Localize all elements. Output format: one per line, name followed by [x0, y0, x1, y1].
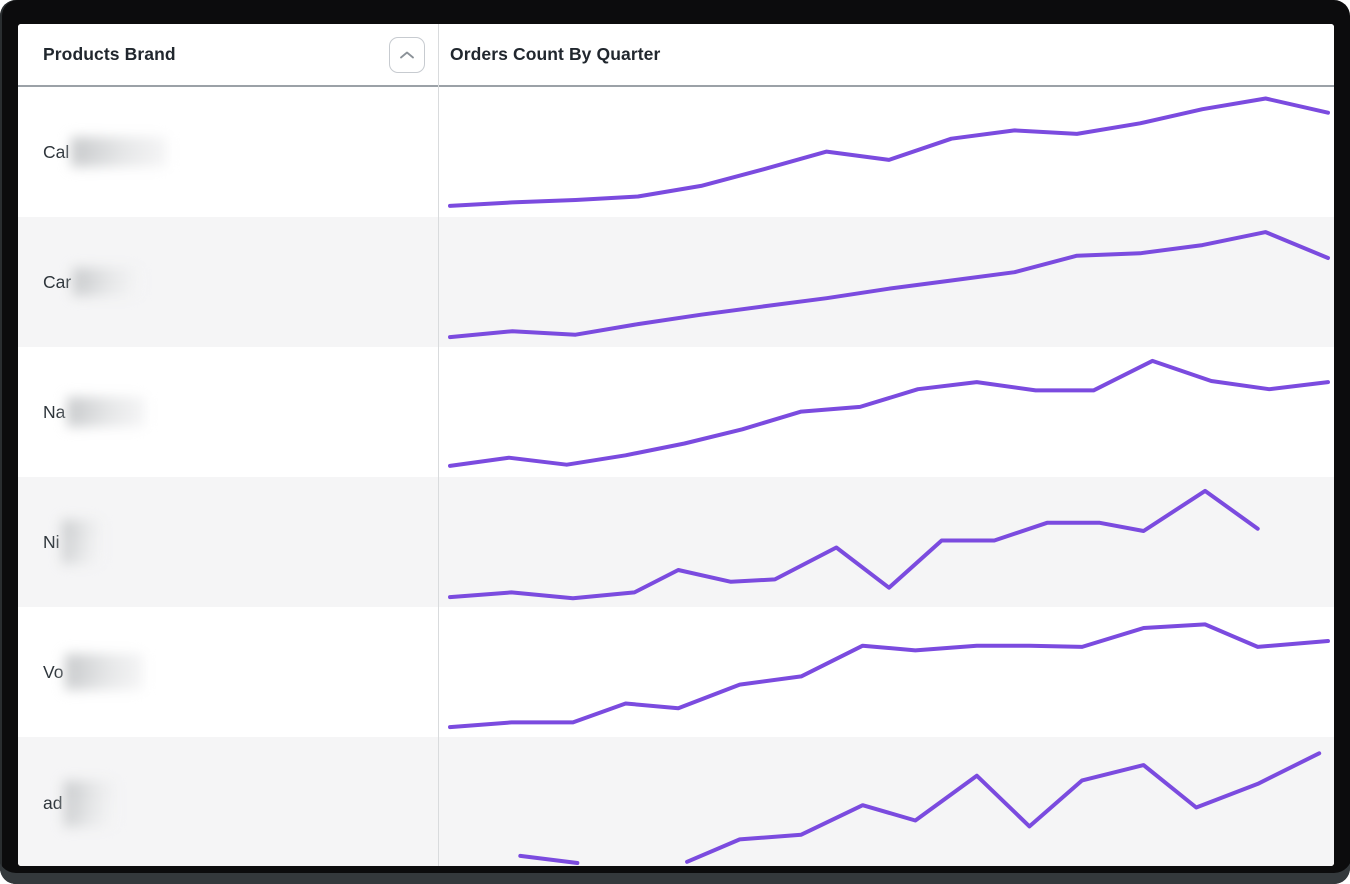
brand-label: Car — [43, 271, 72, 292]
redacted-text-blur — [71, 137, 168, 167]
col-header-products-brand[interactable]: Products Brand — [43, 44, 176, 64]
redacted-text-blur — [73, 268, 140, 296]
sparkline-chart — [448, 230, 1330, 340]
brand-label: Cal — [43, 141, 70, 162]
sparkline-cell — [438, 347, 1334, 477]
brand-cell: Vo — [18, 607, 438, 737]
sparkline-chart — [448, 358, 1330, 468]
chevron-up-icon — [400, 51, 414, 59]
sparkline-chart — [448, 622, 1330, 730]
brand-label: Ni — [43, 531, 60, 552]
redacted-text-blur — [61, 520, 100, 564]
sort-ascending-button[interactable] — [389, 36, 425, 73]
sparkline-cell — [438, 737, 1334, 866]
brand-cell: ad — [18, 737, 438, 866]
col-header-orders-count[interactable]: Orders Count By Quarter — [450, 44, 661, 64]
table-row: Na — [18, 347, 1334, 477]
table-row: ad — [18, 737, 1334, 866]
brand-cell: Car — [18, 217, 438, 347]
redacted-text-blur — [64, 780, 115, 827]
sparkline-chart — [448, 488, 1260, 601]
table-body: Cal Car Na Ni Vo ad — [18, 87, 1334, 866]
brand-label: ad — [43, 793, 63, 813]
sparkline-cell — [438, 477, 1334, 607]
table-row: Vo — [18, 607, 1334, 737]
brand-cell: Cal — [18, 87, 438, 217]
sparkline-cell — [438, 87, 1334, 217]
table-row: Car — [18, 217, 1334, 347]
sparkline-cell — [438, 217, 1334, 347]
brand-cell: Na — [18, 347, 438, 477]
sparkline-chart — [448, 96, 1330, 208]
redacted-text-blur — [65, 654, 144, 690]
header-cell-orders-count: Orders Count By Quarter — [438, 24, 1334, 85]
table-header: Products Brand Orders Count By Quarter — [18, 24, 1334, 87]
brand-label: Vo — [43, 661, 64, 682]
table-row: Cal — [18, 87, 1334, 217]
table-row: Ni — [18, 477, 1334, 607]
sparkline-chart — [518, 751, 1322, 865]
brand-label: Na — [43, 401, 66, 422]
table-visualization: Products Brand Orders Count By Quarter C… — [18, 24, 1334, 866]
sparkline-cell — [438, 607, 1334, 737]
header-cell-products-brand: Products Brand — [18, 24, 438, 85]
redacted-text-blur — [67, 397, 146, 427]
column-resize-handle[interactable] — [438, 24, 439, 866]
brand-cell: Ni — [18, 477, 438, 607]
